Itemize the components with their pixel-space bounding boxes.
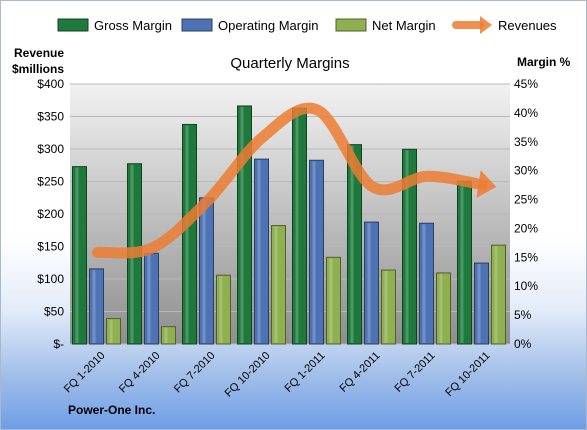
bar-highlight bbox=[477, 264, 481, 343]
x-tick-label: FQ 1-2010 bbox=[62, 350, 108, 396]
bar-highlight bbox=[439, 273, 443, 343]
bar-operating-margin bbox=[199, 197, 214, 345]
bar-operating-margin bbox=[474, 262, 489, 345]
bar-net-margin bbox=[381, 269, 396, 345]
left-tick-label: $100 bbox=[37, 272, 64, 286]
left-tick-label: $250 bbox=[37, 175, 64, 189]
x-tick-label: FQ 4-2011 bbox=[338, 350, 383, 395]
bar-net-margin bbox=[161, 326, 176, 345]
x-tick-label: FQ 4-2010 bbox=[117, 350, 163, 396]
left-tick-label: $- bbox=[53, 337, 64, 351]
bar-operating-margin bbox=[419, 222, 434, 345]
bar-highlight bbox=[219, 276, 223, 343]
left-axis-title-line1: Revenue bbox=[14, 46, 64, 60]
bar-highlight bbox=[202, 198, 206, 343]
bar-net-margin bbox=[106, 318, 121, 345]
bar-operating-margin bbox=[89, 268, 104, 345]
bar-gross-margin bbox=[182, 123, 197, 345]
bar-gross-margin bbox=[292, 107, 307, 345]
bar-highlight bbox=[384, 271, 388, 343]
left-tick-label: $350 bbox=[37, 110, 64, 124]
left-axis-title-line2: $millions bbox=[12, 62, 64, 76]
bar-highlight bbox=[312, 161, 316, 343]
right-axis-ticks: 0% 5% 10% 15% 20% 25% 30% 35% 40% 45% bbox=[514, 77, 538, 351]
left-tick-label: $50 bbox=[44, 305, 64, 319]
right-tick-label: 5% bbox=[514, 308, 532, 322]
legend-label: Gross Margin bbox=[94, 18, 172, 33]
left-tick-label: $150 bbox=[37, 240, 64, 254]
x-tick-label: FQ 10-2010 bbox=[223, 350, 273, 400]
chart-title: Quarterly Margins bbox=[230, 55, 349, 72]
bar-highlight bbox=[147, 254, 151, 343]
right-tick-label: 25% bbox=[514, 193, 538, 207]
bar-highlight bbox=[350, 145, 354, 343]
bar-highlight bbox=[75, 167, 79, 343]
x-axis-ticks: FQ 1-2010 FQ 4-2010 FQ 7-2010 FQ 10-2010 FQ … bbox=[62, 350, 493, 400]
bar-highlight bbox=[92, 269, 96, 343]
legend-label: Revenues bbox=[498, 18, 557, 33]
revenue-line bbox=[92, 102, 497, 259]
revenues-arrowhead bbox=[476, 170, 497, 198]
x-tick-label: FQ 7-2010 bbox=[172, 350, 218, 396]
bar-highlight bbox=[422, 224, 426, 343]
legend-label: Net Margin bbox=[372, 18, 436, 33]
legend-swatch bbox=[181, 18, 213, 32]
right-tick-label: 35% bbox=[514, 135, 538, 149]
bar-highlight bbox=[109, 319, 113, 343]
legend-label: Operating Margin bbox=[218, 18, 318, 33]
bar-highlight bbox=[494, 246, 498, 343]
right-tick-label: 0% bbox=[514, 337, 532, 351]
right-tick-label: 20% bbox=[514, 221, 538, 235]
left-tick-label: $200 bbox=[37, 207, 64, 221]
legend-arrow bbox=[480, 16, 492, 34]
right-tick-label: 10% bbox=[514, 279, 538, 293]
bar-highlight bbox=[274, 226, 278, 343]
bar-operating-margin bbox=[309, 159, 324, 345]
bar-net-margin bbox=[436, 272, 451, 345]
bar-highlight bbox=[257, 160, 261, 343]
bar-net-margin bbox=[491, 244, 506, 345]
bar-net-margin bbox=[216, 274, 231, 345]
bar-net-margin bbox=[326, 256, 341, 345]
left-tick-label: $300 bbox=[37, 142, 64, 156]
bar-net-margin bbox=[271, 225, 286, 345]
bar-highlight bbox=[295, 109, 299, 344]
legend-swatch bbox=[335, 18, 367, 32]
bar-gross-margin bbox=[457, 180, 472, 345]
bar-gross-margin bbox=[72, 166, 87, 345]
left-axis-ticks: $- $50 $100 $150 $200 $250 $300 $350 $400 bbox=[37, 77, 64, 351]
right-tick-label: 15% bbox=[514, 250, 538, 264]
bar-highlight bbox=[329, 258, 333, 343]
x-tick-label: FQ 10-2011 bbox=[443, 350, 492, 399]
bar-highlight bbox=[164, 327, 168, 343]
right-axis-title: Margin % bbox=[517, 55, 571, 69]
legend: Gross Margin Operating Margin Net Margin Re… bbox=[57, 16, 557, 34]
bar-highlight bbox=[460, 182, 464, 343]
bar-highlight bbox=[240, 106, 244, 343]
revenues-line bbox=[92, 102, 488, 259]
bar-operating-margin bbox=[254, 158, 269, 345]
bar-highlight bbox=[367, 223, 371, 343]
bar-gross-margin bbox=[237, 105, 252, 345]
bar-highlight bbox=[185, 125, 189, 343]
right-tick-label: 30% bbox=[514, 164, 538, 178]
right-tick-label: 40% bbox=[514, 106, 538, 120]
footer-company: Power-One Inc. bbox=[68, 403, 155, 417]
bar-highlight bbox=[405, 150, 409, 343]
x-tick-label: FQ 7-2011 bbox=[393, 350, 438, 395]
right-tick-label: 45% bbox=[514, 77, 538, 91]
bar-operating-margin bbox=[144, 252, 159, 345]
x-tick-label: FQ 1-2011 bbox=[283, 350, 328, 395]
bar-operating-margin bbox=[364, 221, 379, 345]
left-tick-label: $400 bbox=[37, 77, 64, 91]
legend-swatch bbox=[57, 18, 89, 32]
